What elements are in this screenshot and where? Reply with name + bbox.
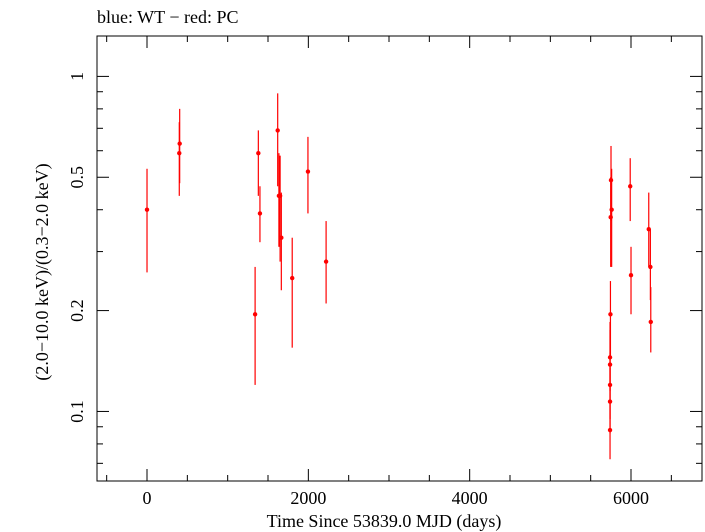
error-bars [146,93,652,460]
data-point [608,312,613,317]
data-point [144,207,150,212]
data-point [607,382,613,388]
data-points [144,128,653,433]
data-point [177,141,182,146]
data-point [607,427,613,433]
x-tick-labels: 0 2000 4000 6000 [143,488,649,508]
data-point [609,207,614,212]
data-point [305,169,311,174]
data-point [646,226,651,232]
chart-title: blue: WT − red: PC [97,7,238,27]
data-point [628,273,634,278]
data-point [275,128,280,133]
data-point [648,319,653,325]
data-point [607,362,613,367]
data-point [290,275,295,281]
y-tick-label: 0.5 [67,166,87,189]
data-point [608,177,614,183]
x-tick-label: 0 [143,488,152,508]
data-point [607,399,613,404]
data-point [628,184,633,189]
data-point [277,193,283,199]
y-tick-labels: 0.1 0.2 0.5 1 [67,72,87,423]
data-point [648,264,653,270]
data-point [252,312,258,317]
plot-frame [96,35,703,482]
data-point [607,355,613,360]
data-point [256,150,261,156]
data-point [323,259,329,264]
axis-ticks [97,36,702,481]
y-axis-label: (2.0−10.0 keV)/(0.3−2.0 keV) [32,163,53,380]
x-tick-label: 4000 [452,488,488,508]
data-point [608,214,613,220]
y-tick-label: 0.2 [67,299,87,322]
y-tick-label: 0.1 [67,400,87,423]
x-tick-label: 2000 [290,488,326,508]
x-tick-label: 6000 [613,488,649,508]
y-tick-label: 1 [67,72,87,81]
data-point [279,235,284,240]
x-axis-label: Time Since 53839.0 MJD (days) [267,511,502,532]
data-point [257,211,263,216]
data-point [177,150,182,156]
